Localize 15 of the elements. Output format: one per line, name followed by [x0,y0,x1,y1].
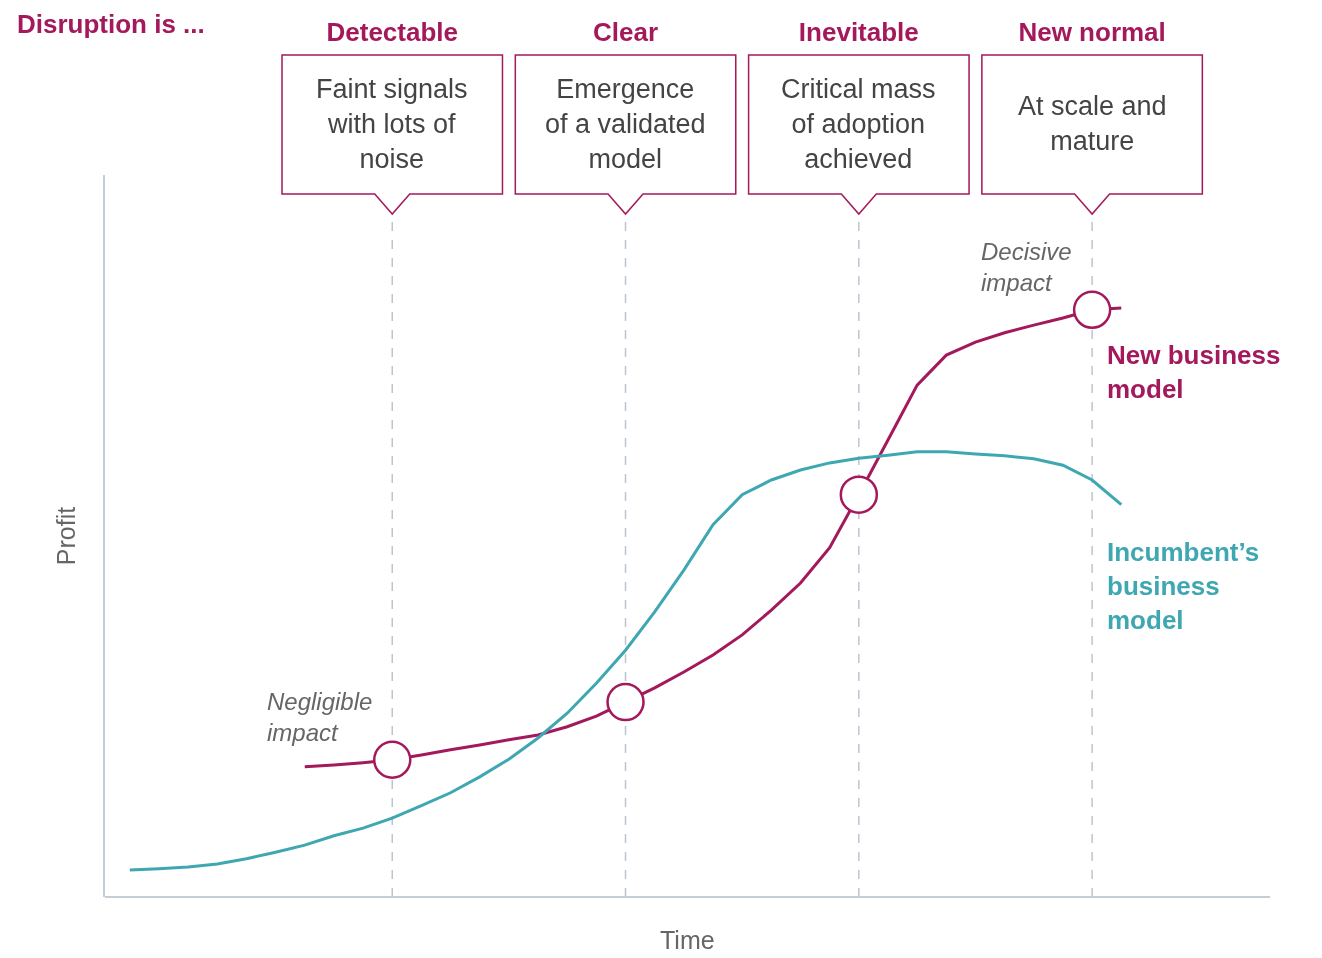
x-axis-title: Time [660,926,715,954]
x-tick-label: Clear [593,16,659,47]
ref-line-label: Critical mass of adoption achieved [781,74,936,175]
ref-line-label: Faint signals with lots of noise [316,74,468,175]
text: Disruption is ... [17,9,205,39]
series-label: Incumbent’s business model [1107,537,1260,635]
y-axis-title: Profit [52,506,81,566]
ref-line-label: At scale and mature [1018,91,1167,157]
series-label: New business model [1107,340,1281,404]
x-tick-label: New normal [1018,16,1166,47]
annotation: Decisive impact [981,238,1072,297]
x-tick-label: Inevitable [798,16,919,47]
ref-line-label: Emergence of a validated model [545,74,706,175]
x-tick-label: Detectable [326,16,458,47]
annotation: Negligible impact [267,688,373,747]
